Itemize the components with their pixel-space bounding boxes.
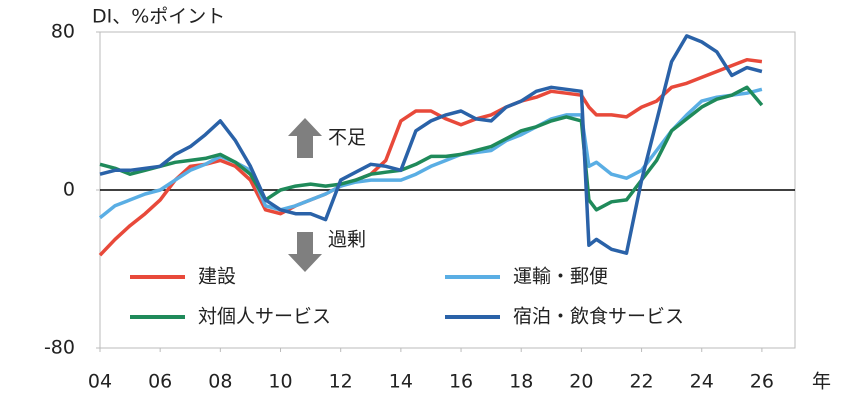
series-line — [98, 57, 763, 257]
series-line — [98, 87, 763, 220]
annotation: 不足 — [328, 127, 366, 149]
series-line — [99, 85, 764, 212]
x-tick-label: 18 — [509, 371, 533, 393]
y-tick-label: 0 — [63, 179, 75, 201]
legend-label: 宿泊・飲食サービス — [513, 306, 684, 328]
x-tick-label: 14 — [389, 371, 413, 393]
y-tick-label: -80 — [44, 337, 75, 359]
x-axis-label: 年 — [812, 371, 831, 393]
annotation: 過剰 — [328, 229, 366, 251]
arrow-down — [288, 232, 322, 272]
series-line — [99, 34, 763, 255]
y-axis-label: DI、%ポイント — [92, 6, 225, 28]
x-tick-label: 06 — [148, 371, 172, 393]
x-tick-label: 08 — [208, 371, 232, 393]
x-tick-label: 04 — [88, 371, 112, 393]
y-tick-label: 80 — [51, 21, 75, 43]
legend-label: 運輸・郵便 — [513, 266, 608, 288]
legend-label: 対個人サービス — [198, 306, 331, 328]
x-tick-label: 16 — [449, 371, 473, 393]
x-tick-label: 22 — [629, 371, 653, 393]
x-tick-label: 24 — [690, 371, 714, 393]
x-tick-label: 12 — [329, 371, 353, 393]
x-tick-label: 26 — [750, 371, 774, 393]
x-tick-label: 10 — [268, 371, 292, 393]
legend-label: 建設 — [198, 266, 236, 288]
arrow-up — [288, 118, 322, 158]
x-tick-label: 20 — [569, 371, 593, 393]
